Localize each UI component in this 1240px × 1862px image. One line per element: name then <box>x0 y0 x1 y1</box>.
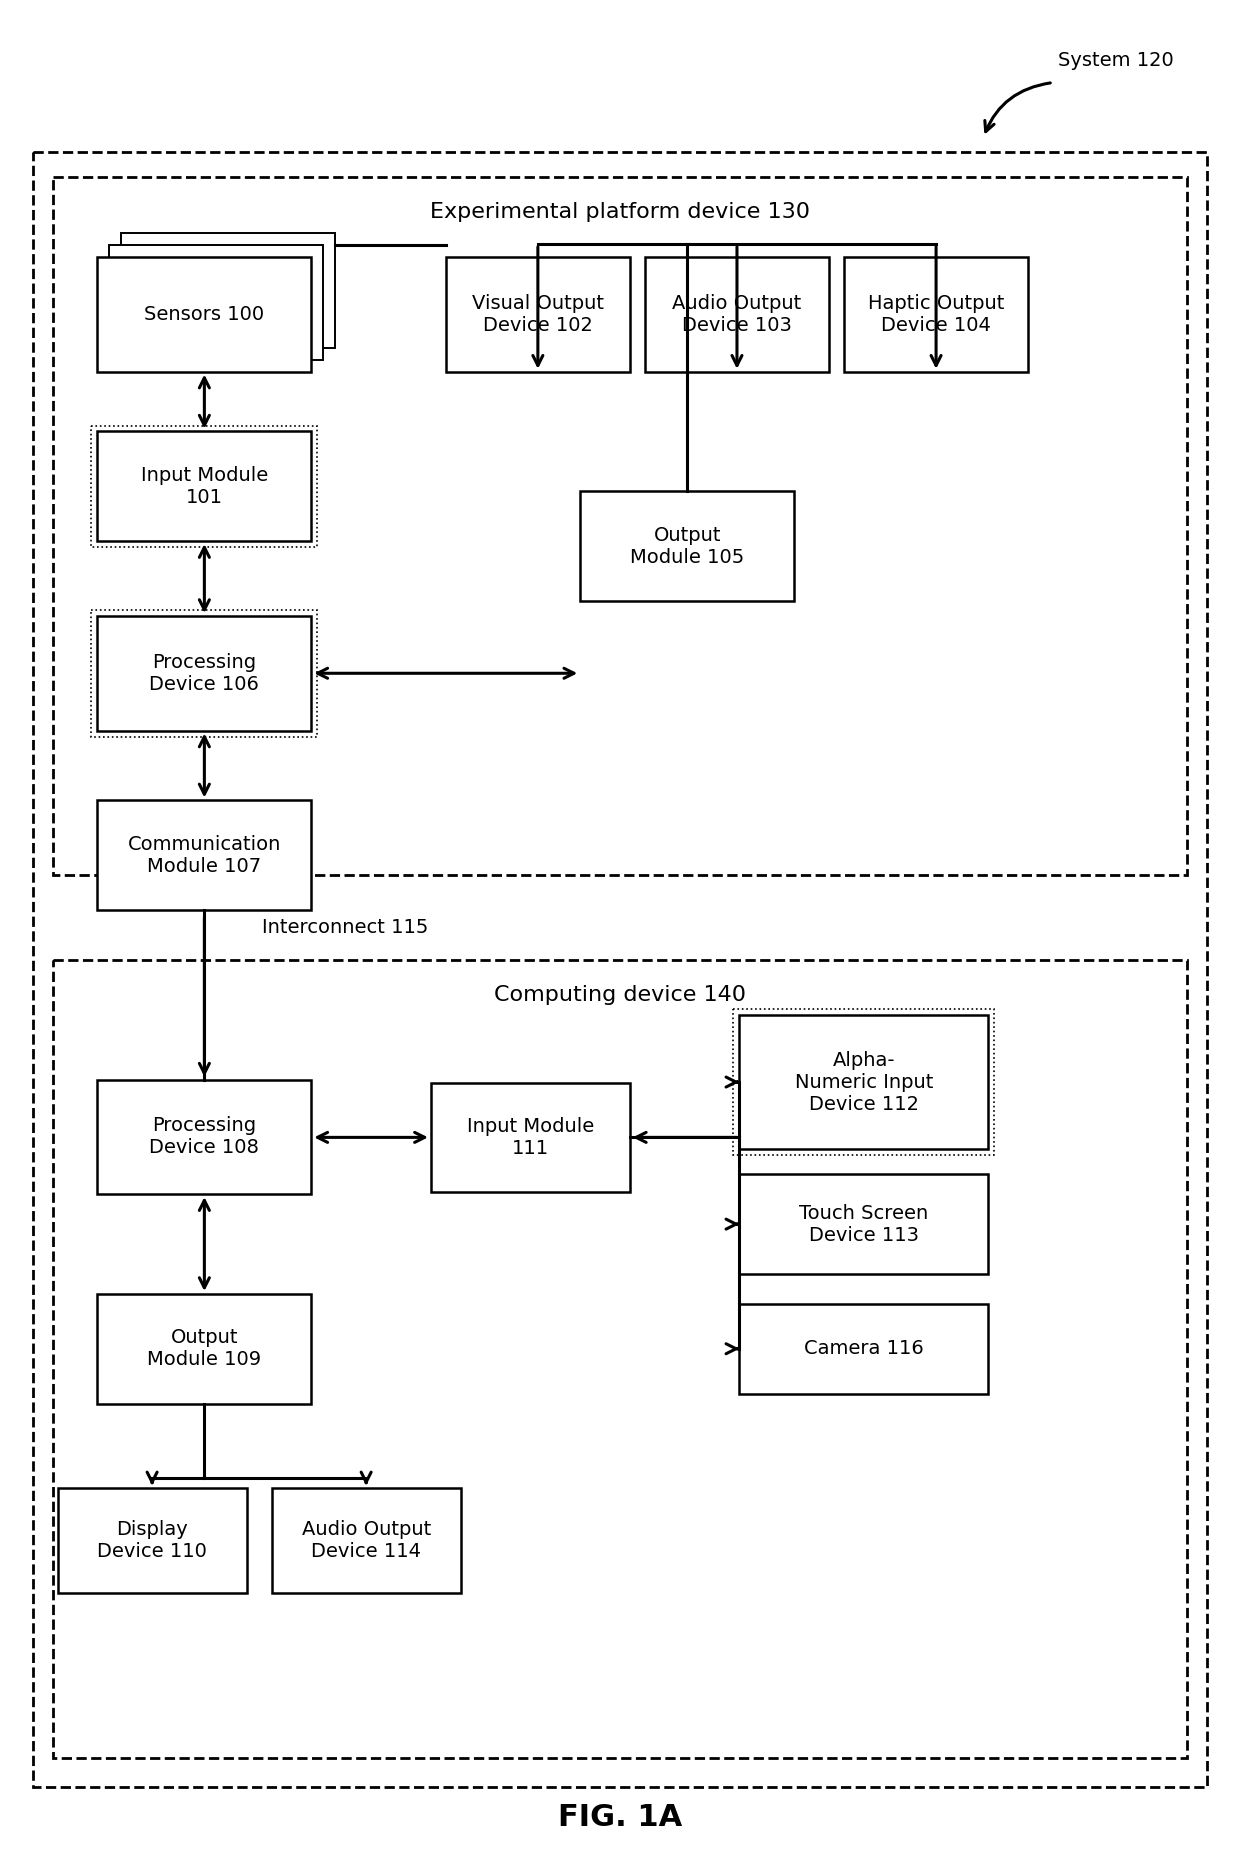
Text: Output
Module 105: Output Module 105 <box>630 525 744 566</box>
Bar <box>52 961 1188 1758</box>
Bar <box>98 616 311 730</box>
Bar <box>92 611 317 737</box>
Text: Sensors 100: Sensors 100 <box>144 305 264 324</box>
Bar <box>430 1082 630 1192</box>
Bar <box>109 246 324 359</box>
Text: Haptic Output
Device 104: Haptic Output Device 104 <box>868 294 1004 335</box>
Bar <box>98 801 311 911</box>
Bar <box>57 1488 247 1594</box>
Bar <box>739 1015 988 1149</box>
Text: Visual Output
Device 102: Visual Output Device 102 <box>472 294 604 335</box>
Text: Communication
Module 107: Communication Module 107 <box>128 834 281 875</box>
Text: Processing
Device 106: Processing Device 106 <box>150 654 259 695</box>
Bar <box>645 257 830 372</box>
Text: FIG. 1A: FIG. 1A <box>558 1802 682 1832</box>
Bar <box>98 1080 311 1194</box>
Bar <box>446 257 630 372</box>
Bar <box>580 492 794 601</box>
Text: Touch Screen
Device 113: Touch Screen Device 113 <box>800 1203 929 1244</box>
Text: System 120: System 120 <box>1058 50 1174 69</box>
Text: Computing device 140: Computing device 140 <box>494 985 746 1005</box>
Bar <box>92 426 317 547</box>
Bar <box>98 432 311 542</box>
Text: Input Module
101: Input Module 101 <box>141 466 268 506</box>
Text: Display
Device 110: Display Device 110 <box>97 1519 207 1560</box>
Bar <box>98 257 311 372</box>
Bar <box>844 257 1028 372</box>
Bar <box>272 1488 461 1594</box>
Bar <box>122 233 335 348</box>
Text: Audio Output
Device 103: Audio Output Device 103 <box>672 294 801 335</box>
Bar <box>739 1303 988 1393</box>
Bar <box>734 1009 994 1154</box>
Bar <box>52 177 1188 875</box>
Text: Output
Module 109: Output Module 109 <box>148 1328 262 1369</box>
Text: Processing
Device 108: Processing Device 108 <box>150 1117 259 1158</box>
Text: Alpha-
Numeric Input
Device 112: Alpha- Numeric Input Device 112 <box>795 1050 932 1113</box>
Bar <box>739 1175 988 1274</box>
Text: Interconnect 115: Interconnect 115 <box>262 918 428 937</box>
Text: Audio Output
Device 114: Audio Output Device 114 <box>301 1519 430 1560</box>
Text: Input Module
111: Input Module 111 <box>466 1117 594 1158</box>
Text: Experimental platform device 130: Experimental platform device 130 <box>430 203 810 222</box>
Bar <box>32 153 1208 1788</box>
Text: Camera 116: Camera 116 <box>804 1339 924 1357</box>
Bar <box>98 1294 311 1404</box>
